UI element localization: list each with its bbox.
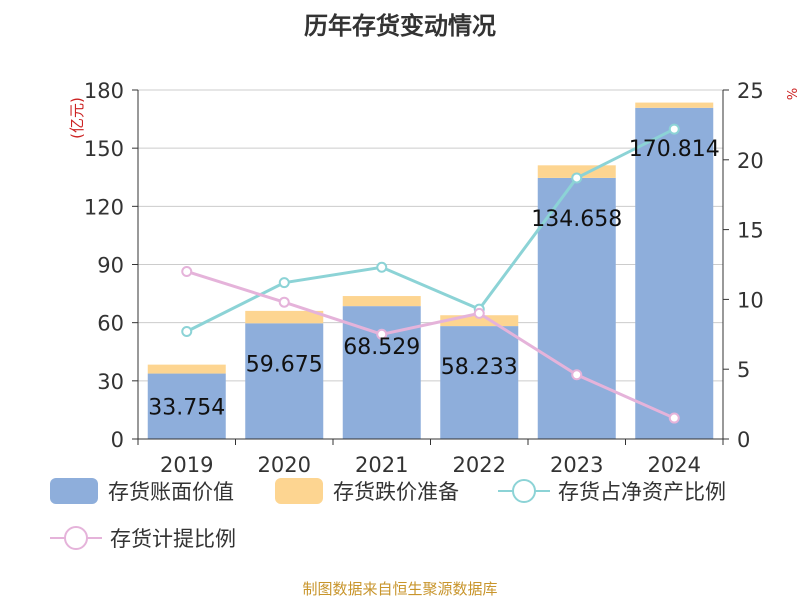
legend-label-net-asset-ratio: 存货占净资产比例 [558, 480, 726, 504]
bar-impairment [342, 296, 421, 307]
left-tick-label: 0 [111, 428, 124, 452]
left-tick-label: 60 [97, 312, 124, 336]
point-provision-ratio [181, 265, 193, 277]
legend-item-impairment[interactable]: 存货跌价准备 [275, 476, 459, 506]
legend-swatch-impairment [275, 478, 323, 504]
bar-book-value [537, 177, 616, 440]
bar-book-value [440, 326, 519, 439]
bar-value-label: 134.658 [531, 207, 622, 232]
left-tick-label: 150 [84, 137, 124, 161]
right-axis-unit-label: % [786, 88, 800, 100]
point-net-asset-ratio [278, 277, 290, 289]
bar-value-label: 33.754 [148, 395, 225, 420]
bar-book-value [635, 107, 714, 439]
x-tick-label: 2022 [453, 453, 506, 477]
legend-label-provision-ratio: 存货计提比例 [110, 527, 236, 551]
left-tick-label: 90 [97, 254, 124, 278]
bars [147, 102, 714, 440]
line-provision-ratio [186, 270, 675, 420]
left-axis-unit-label: (亿元) [68, 97, 86, 139]
data-labels: 33.754 59.675 68.529 58.233 134.658 170.814 [148, 137, 719, 420]
x-tick-label: 2019 [160, 453, 213, 477]
left-tick-label: 30 [97, 370, 124, 394]
right-tick-label: 10 [737, 288, 764, 312]
point-net-asset-ratio [181, 326, 193, 338]
x-tick-label: 2023 [550, 453, 603, 477]
point-net-asset-ratio [571, 172, 583, 184]
line-net-asset-ratio [186, 127, 675, 333]
point-provision-ratio [278, 296, 290, 308]
bar-book-value [147, 373, 226, 439]
right-tick-label: 0 [737, 428, 750, 452]
axes: 0 30 60 90 120 150 180 0 5 10 15 20 25 2019 2020 2021 20… [68, 79, 800, 477]
legend-symbol-provision-ratio [50, 526, 102, 550]
point-net-asset-ratio [668, 123, 680, 135]
bar-value-label: 58.233 [441, 355, 518, 380]
point-provision-ratio [473, 307, 485, 319]
lines [181, 123, 680, 424]
left-tick-label: 180 [84, 79, 124, 103]
bar-impairment [245, 310, 324, 324]
point-net-asset-ratio [376, 261, 388, 273]
x-tick-label: 2021 [355, 453, 408, 477]
bar-impairment [440, 315, 519, 327]
legend-item-book-value[interactable]: 存货账面价值 [50, 476, 234, 506]
bar-impairment [635, 102, 714, 108]
legend-label-book-value: 存货账面价值 [108, 480, 234, 504]
x-tick-label: 2024 [648, 453, 701, 477]
right-tick-label: 20 [737, 149, 764, 173]
point-provision-ratio [668, 412, 680, 424]
point-provision-ratio [376, 328, 388, 340]
legend-item-provision-ratio[interactable]: 存货计提比例 [50, 523, 236, 553]
bar-value-label: 68.529 [343, 335, 420, 360]
legend-swatch-book-value [50, 478, 98, 504]
left-tick-label: 120 [84, 195, 124, 219]
bar-value-label: 170.814 [629, 137, 720, 162]
bar-impairment [147, 364, 226, 374]
chart-title: 历年存货变动情况 [304, 12, 496, 40]
legend-symbol-net-asset-ratio [498, 479, 550, 503]
point-provision-ratio [571, 369, 583, 381]
bar-value-label: 59.675 [246, 352, 323, 377]
data-source-note: 制图数据来自恒生聚源数据库 [302, 580, 498, 598]
right-tick-label: 5 [737, 358, 750, 382]
right-tick-label: 15 [737, 219, 764, 243]
legend-item-net-asset-ratio[interactable]: 存货占净资产比例 [498, 476, 726, 506]
legend-label-impairment: 存货跌价准备 [333, 480, 459, 504]
bar-book-value [245, 323, 324, 439]
right-tick-label: 25 [737, 79, 764, 103]
x-tick-label: 2020 [258, 453, 311, 477]
